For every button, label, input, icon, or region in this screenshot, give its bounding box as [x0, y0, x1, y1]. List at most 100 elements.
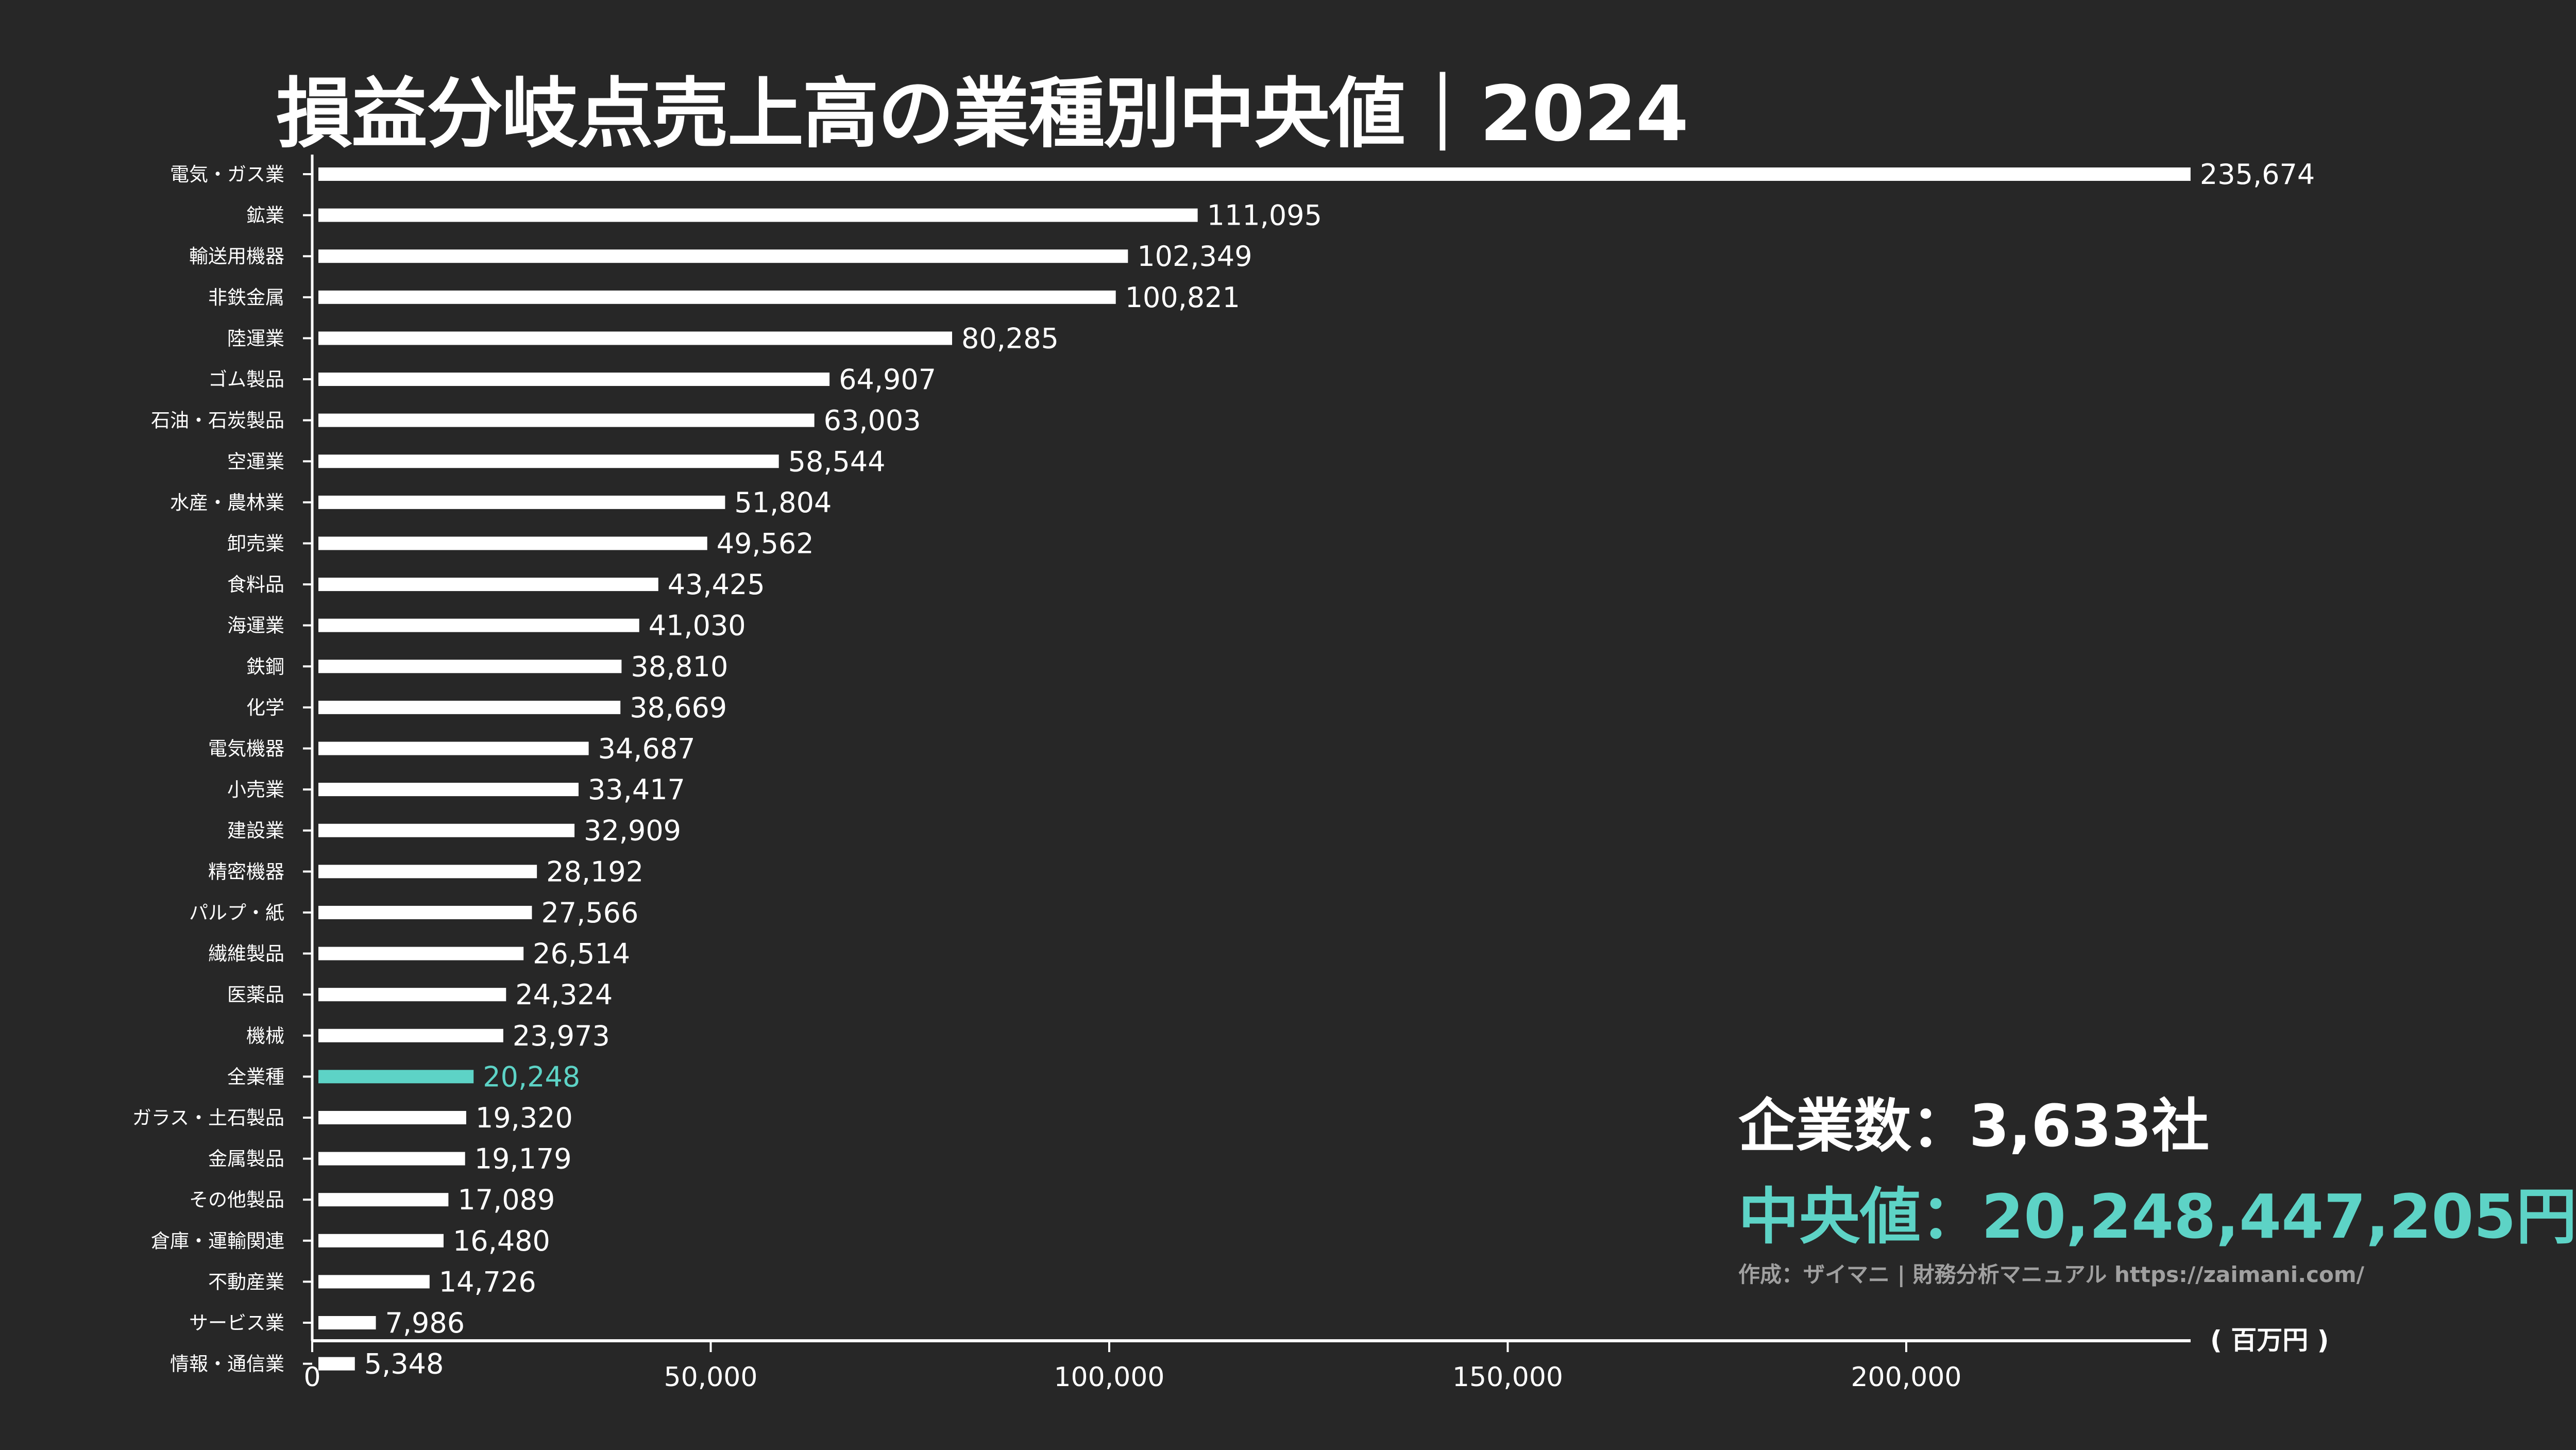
bar-item: [318, 823, 575, 837]
category-label: 輸送用機器: [189, 245, 284, 267]
bar-item: [318, 865, 537, 879]
bar-item: [318, 536, 707, 550]
category-label: 鉄鋼: [246, 655, 284, 678]
bar-item: [318, 783, 579, 797]
value-label: 41,030: [649, 610, 746, 642]
bar-item: [318, 905, 532, 919]
bar-item: [318, 208, 1198, 222]
bar-item: [318, 1110, 466, 1124]
value-label: 43,425: [668, 568, 765, 601]
value-label: 19,179: [474, 1143, 572, 1175]
bar-item: [318, 1029, 503, 1042]
category-label: 鉱業: [246, 205, 284, 227]
category-label: 陸運業: [227, 327, 284, 349]
bar-item: [318, 741, 589, 755]
x-tick-label: 100,000: [1054, 1362, 1164, 1393]
category-label: 海運業: [227, 615, 284, 637]
category-label: 情報・通信業: [170, 1353, 284, 1375]
category-label: その他製品: [189, 1189, 284, 1211]
value-label: 38,669: [630, 692, 727, 724]
value-label: 26,514: [533, 938, 630, 970]
bar-item: [318, 167, 2191, 181]
bar-item: [318, 1275, 430, 1289]
category-label: 建設業: [227, 820, 284, 842]
value-label: 51,804: [734, 486, 832, 519]
category-label: 非鉄金属: [208, 286, 284, 309]
bar-item: [318, 947, 524, 960]
bar-item: [318, 1316, 376, 1329]
bar-highlight: [318, 1070, 474, 1084]
company-count: 企業数：3,633社: [1738, 1093, 2210, 1160]
value-label: 17,089: [457, 1184, 555, 1216]
bar-item: [318, 249, 1128, 263]
value-label: 111,095: [1207, 199, 1322, 232]
category-label: 医薬品: [227, 984, 284, 1006]
category-label: 精密機器: [208, 861, 284, 883]
value-label: 19,320: [476, 1102, 573, 1134]
bar-item: [318, 1152, 465, 1166]
value-label: 24,324: [515, 979, 613, 1011]
category-label: 繊維製品: [208, 943, 284, 965]
category-label: 空運業: [227, 450, 284, 473]
value-label: 80,285: [961, 322, 1059, 355]
category-label: 電気・ガス業: [170, 163, 284, 186]
value-label: 63,003: [824, 404, 921, 437]
bar-item: [318, 495, 725, 509]
category-label: ゴム製品: [208, 368, 284, 391]
category-label: 化学: [246, 697, 284, 719]
x-tick-label: 150,000: [1452, 1362, 1563, 1393]
credit-text: 作成：ザイマニ | 財務分析マニュアル https://zaimani.com/: [1738, 1262, 2364, 1287]
category-label: 石油・石炭製品: [151, 410, 284, 432]
value-label: 5,348: [364, 1348, 444, 1380]
median-value: 中央値：20,248,447,205円: [1738, 1181, 2576, 1252]
value-label: 64,907: [839, 363, 936, 396]
value-label: 23,973: [513, 1020, 610, 1052]
bar-item: [318, 331, 953, 345]
category-label: 水産・農林業: [170, 492, 284, 514]
category-label: 機械: [246, 1025, 284, 1047]
bar-item: [318, 988, 506, 1002]
value-label: 20,248: [483, 1060, 580, 1093]
value-label: 27,566: [541, 897, 638, 929]
chart-title: 損益分岐点売上高の業種別中央値｜2024: [276, 70, 1689, 158]
bar-item: [318, 660, 622, 673]
value-label: 16,480: [453, 1225, 550, 1257]
x-tick-label: 50,000: [664, 1362, 758, 1393]
value-label: 34,687: [598, 733, 696, 765]
x-tick-label: 0: [303, 1362, 320, 1393]
category-label: サービス業: [189, 1312, 284, 1334]
x-tick-label: 200,000: [1851, 1362, 1961, 1393]
value-label: 32,909: [584, 815, 681, 847]
category-label: 全業種: [227, 1066, 284, 1088]
category-label: 電気機器: [208, 738, 284, 760]
bar-item: [318, 700, 621, 714]
bar-item: [318, 373, 830, 386]
category-label: 不動産業: [208, 1271, 284, 1293]
value-label: 58,544: [788, 445, 886, 478]
bar-item: [318, 1193, 449, 1207]
value-label: 28,192: [546, 855, 643, 888]
category-label: 食料品: [227, 574, 284, 596]
category-label: 倉庫・運輸関連: [151, 1230, 284, 1252]
value-label: 7,986: [385, 1307, 465, 1339]
bar-item: [318, 578, 658, 592]
bar-item: [318, 454, 779, 468]
bar-item: [318, 413, 815, 427]
bar-item: [318, 1234, 444, 1247]
x-axis-unit-label: ( 百万円 ): [2210, 1325, 2329, 1355]
value-label: 33,417: [588, 773, 685, 806]
value-label: 100,821: [1125, 281, 1240, 314]
bar-item: [318, 618, 639, 632]
category-label: 卸売業: [227, 532, 284, 554]
value-label: 38,810: [631, 650, 728, 683]
category-label: 小売業: [227, 779, 284, 801]
value-label: 102,349: [1137, 240, 1252, 273]
bar-item: [318, 1357, 355, 1371]
category-label: ガラス・土石製品: [132, 1107, 284, 1129]
value-label: 14,726: [439, 1266, 536, 1298]
category-label: パルプ・紙: [189, 902, 284, 924]
value-label: 49,562: [717, 527, 814, 560]
category-label: 金属製品: [208, 1148, 284, 1170]
bar-item: [318, 290, 1116, 304]
